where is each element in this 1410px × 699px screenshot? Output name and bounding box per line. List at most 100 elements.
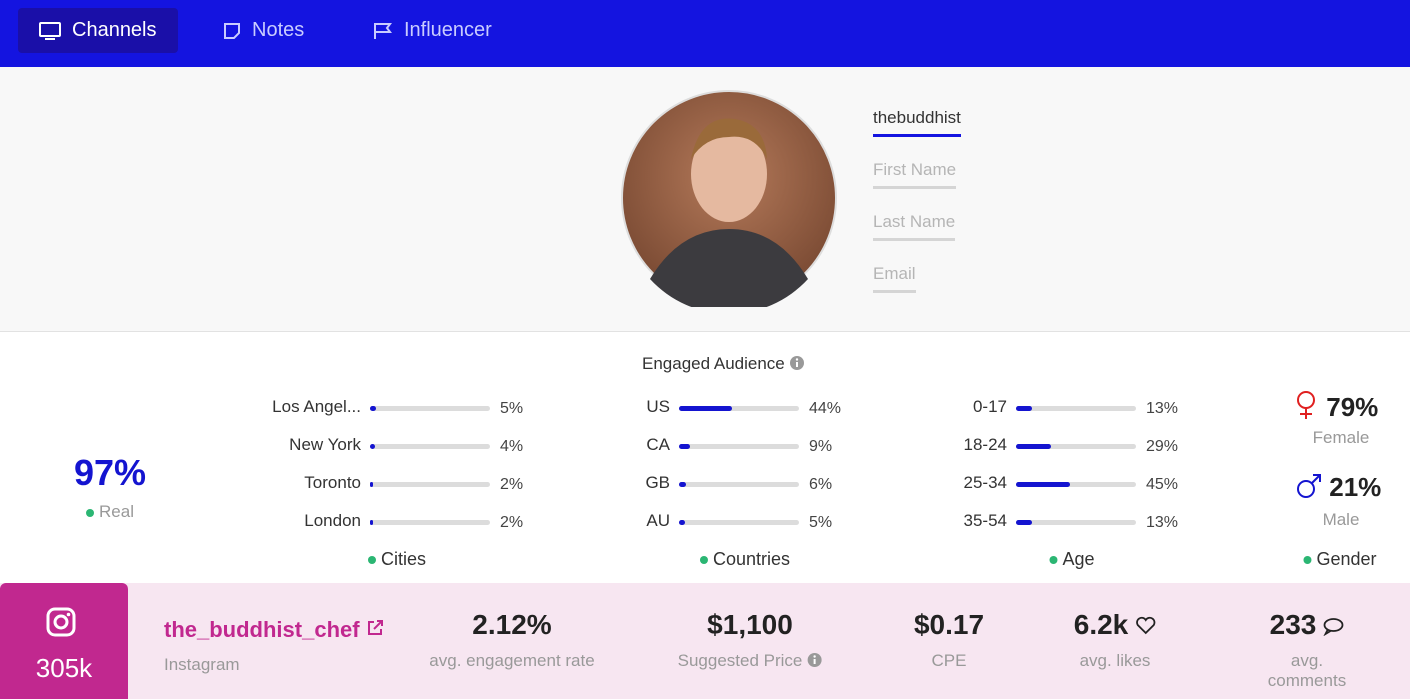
stat-value-text: 2.12% bbox=[472, 609, 552, 640]
gender-label: Male bbox=[1322, 510, 1360, 529]
row-name: Toronto bbox=[304, 473, 361, 492]
audience-title-text: Engaged Audience bbox=[642, 354, 785, 373]
row-name: CA bbox=[646, 435, 670, 454]
bar-track bbox=[370, 444, 490, 449]
gender-value: 79% bbox=[1326, 392, 1379, 422]
male-value: 21% bbox=[1296, 472, 1381, 503]
stat-label-text: CPE bbox=[931, 651, 967, 670]
real-label-text: Real bbox=[99, 502, 134, 521]
row-name: Los Angel... bbox=[272, 397, 361, 416]
stat: $0.17 CPE bbox=[914, 609, 984, 671]
row-name: US bbox=[646, 397, 670, 416]
group-label: Countries bbox=[699, 549, 791, 570]
stat-label-text: avg. engagement rate bbox=[429, 651, 595, 670]
bar bbox=[1016, 406, 1032, 411]
stat-value: 233 bbox=[1256, 609, 1359, 641]
female-icon bbox=[1297, 391, 1315, 419]
bar bbox=[370, 520, 373, 525]
bar bbox=[1016, 482, 1070, 487]
stat: 6.2k avg. likes bbox=[1074, 609, 1157, 671]
female-value: 79% bbox=[1293, 390, 1378, 423]
bar-track bbox=[370, 406, 490, 411]
handle[interactable]: the_buddhist_chef bbox=[164, 617, 384, 643]
group-label-text: Gender bbox=[1316, 549, 1377, 569]
heart-icon bbox=[1135, 616, 1155, 635]
row-name: 18-24 bbox=[963, 435, 1007, 454]
bar-track bbox=[1016, 406, 1136, 411]
tab[interactable]: Channels bbox=[18, 8, 178, 53]
group-label: Gender bbox=[1303, 549, 1377, 570]
stat-label: CPE bbox=[914, 651, 984, 671]
stat-label: avg. likes bbox=[1074, 651, 1157, 671]
row-percent: 2% bbox=[500, 514, 524, 531]
gender-value: 21% bbox=[1329, 472, 1382, 502]
male-icon bbox=[1297, 474, 1321, 498]
username[interactable]: thebuddhist bbox=[873, 108, 961, 137]
bar-track bbox=[679, 406, 799, 411]
note-icon bbox=[224, 22, 240, 39]
row-name: New York bbox=[289, 435, 361, 454]
last-name-field[interactable]: Last Name bbox=[873, 212, 956, 241]
info-icon[interactable] bbox=[806, 652, 822, 668]
row-percent: 13% bbox=[1146, 514, 1179, 531]
group-label: Age bbox=[1049, 549, 1095, 570]
first-name-field[interactable]: First Name bbox=[873, 160, 957, 189]
instagram-badge[interactable]: 305k bbox=[0, 583, 128, 699]
group-label-text: Age bbox=[1062, 549, 1095, 569]
stat: 233 avg. comments bbox=[1256, 609, 1359, 691]
tab[interactable]: Notes bbox=[202, 8, 324, 53]
row-percent: 5% bbox=[809, 514, 833, 531]
profile: thebuddhist First Name Last Name Email bbox=[0, 67, 1410, 332]
row-percent: 29% bbox=[1146, 438, 1179, 455]
bar bbox=[370, 482, 373, 487]
row-percent: 13% bbox=[1146, 400, 1179, 417]
row-percent: 4% bbox=[500, 438, 524, 455]
bar-track bbox=[679, 520, 799, 525]
stat-value-text: 6.2k bbox=[1073, 609, 1129, 640]
stat: $1,100 Suggested Price bbox=[678, 609, 823, 671]
followers: 305k bbox=[35, 653, 93, 683]
row-percent: 9% bbox=[809, 438, 833, 455]
stat: 2.12% avg. engagement rate bbox=[429, 609, 594, 671]
comment-icon bbox=[1323, 618, 1344, 637]
group-label-text: Countries bbox=[712, 549, 791, 569]
platform: Instagram bbox=[164, 655, 240, 674]
bar bbox=[370, 444, 375, 449]
bar-track bbox=[1016, 444, 1136, 449]
bar bbox=[679, 406, 732, 411]
bar-track bbox=[1016, 482, 1136, 487]
stat-value-text: 233 bbox=[1269, 609, 1317, 640]
external-link-icon bbox=[367, 620, 383, 635]
gender-label: Female bbox=[1312, 428, 1370, 447]
bar bbox=[679, 520, 685, 525]
row-name: London bbox=[304, 511, 361, 530]
stat-label: Suggested Price bbox=[678, 651, 823, 671]
row-percent: 6% bbox=[809, 476, 833, 493]
tab-label: Influencer bbox=[404, 19, 492, 41]
bar bbox=[679, 482, 687, 487]
row-percent: 45% bbox=[1146, 476, 1179, 493]
top-nav: Channels Notes Influencer bbox=[0, 0, 1410, 67]
stat-label: avg. engagement rate bbox=[429, 651, 594, 671]
audience-title: Engaged Audience bbox=[642, 354, 805, 374]
row-name: AU bbox=[646, 511, 670, 530]
row-percent: 44% bbox=[809, 400, 842, 417]
bar-track bbox=[370, 520, 490, 525]
stat-label-text: Suggested Price bbox=[677, 651, 803, 670]
avatar bbox=[621, 90, 837, 307]
email-field[interactable]: Email bbox=[873, 264, 916, 293]
group-label: Cities bbox=[367, 549, 427, 570]
tab[interactable]: Influencer bbox=[352, 8, 512, 53]
bar-track bbox=[679, 482, 799, 487]
info-icon[interactable] bbox=[789, 355, 805, 371]
bar bbox=[1016, 520, 1032, 525]
stat-label-text: avg. comments bbox=[1267, 651, 1347, 690]
tab-label: Channels bbox=[72, 19, 157, 41]
stat-value: $0.17 bbox=[914, 609, 984, 641]
stat-label-text: avg. likes bbox=[1079, 651, 1151, 670]
stat-value-text: $1,100 bbox=[707, 609, 793, 640]
group-label-text: Cities bbox=[380, 549, 427, 569]
row-percent: 2% bbox=[500, 476, 524, 493]
handle-text[interactable]: the_buddhist_chef bbox=[164, 617, 360, 642]
